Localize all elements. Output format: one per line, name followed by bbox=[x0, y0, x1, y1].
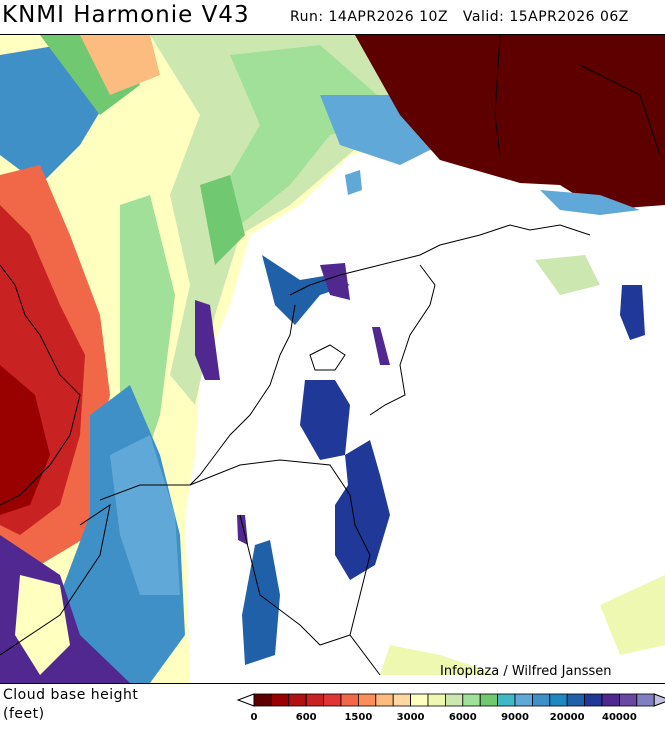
colorbar-tick-label: 6000 bbox=[449, 712, 477, 723]
cloud-purple-north bbox=[320, 263, 350, 300]
colorbar-swatch bbox=[358, 693, 377, 707]
colorbar-tick-label: 20000 bbox=[550, 712, 585, 723]
run-time: Run: 14APR2026 10Z bbox=[290, 9, 449, 25]
colorbar-swatch bbox=[636, 693, 655, 707]
colorbar-max-arrow bbox=[653, 693, 665, 707]
cloud-pale-south bbox=[380, 645, 500, 675]
colorbar-swatch bbox=[479, 693, 498, 707]
colorbar-tick-label: 1500 bbox=[344, 712, 372, 723]
cloud-blue-northeast bbox=[540, 190, 640, 215]
colorbar-swatch bbox=[375, 693, 394, 707]
colorbar-label: Cloud base height (feet) bbox=[3, 686, 138, 724]
colorbar-swatch bbox=[323, 693, 342, 707]
colorbar-swatch bbox=[462, 693, 481, 707]
colorbar-swatch bbox=[514, 693, 533, 707]
colorbar-swatch bbox=[392, 693, 411, 707]
cloud-lightblue-lower bbox=[110, 435, 180, 595]
colorbar-swatch bbox=[271, 693, 290, 707]
cloud-pale-east bbox=[535, 255, 600, 295]
run-valid-info: Run: 14APR2026 10Z Valid: 15APR2026 06Z bbox=[290, 9, 629, 25]
cloud-blue-ne-patch bbox=[345, 170, 362, 195]
colorbar: 0 600 1500 3000 6000 9000 20000 40000 bbox=[236, 693, 665, 723]
colorbar-swatch bbox=[618, 693, 638, 707]
cloud-pale-se bbox=[600, 575, 665, 655]
colorbar-swatch bbox=[531, 693, 551, 707]
colorbar-label-line2: (feet) bbox=[3, 706, 45, 722]
cloud-base-map: Infoplaza / Wilfred Janssen bbox=[0, 34, 665, 684]
colorbar-tick-label: 40000 bbox=[602, 712, 637, 723]
colorbar-swatch bbox=[427, 693, 446, 707]
colorbar-min-arrow bbox=[236, 693, 255, 707]
chart-title: KNMI Harmonie V43 bbox=[2, 2, 250, 28]
cloud-streak-green2 bbox=[200, 175, 245, 265]
cloud-yellow-lower bbox=[15, 575, 70, 675]
cloud-field-green bbox=[225, 45, 400, 225]
colorbar-swatch bbox=[253, 693, 272, 707]
colorbar-swatch bbox=[444, 693, 464, 707]
cloud-navy-central bbox=[300, 380, 350, 460]
cloud-orange-top bbox=[80, 35, 160, 95]
coastlines bbox=[0, 35, 661, 676]
cloud-navy-north bbox=[262, 255, 350, 325]
colorbar-swatch bbox=[288, 693, 307, 707]
colorbar-swatch bbox=[340, 693, 359, 707]
colorbar-tick-label: 3000 bbox=[397, 712, 425, 723]
cloud-navy-south bbox=[335, 440, 390, 580]
cloud-darkred-northeast bbox=[355, 35, 665, 210]
colorbar-swatch bbox=[549, 693, 568, 707]
colorbar-swatch bbox=[601, 693, 620, 707]
colorbar-tick-label: 0 bbox=[251, 712, 258, 723]
colorbar-swatch bbox=[497, 693, 516, 707]
colorbar-swatch bbox=[410, 693, 429, 707]
cloud-purple-coast bbox=[195, 300, 220, 380]
valid-time: Valid: 15APR2026 06Z bbox=[462, 9, 629, 25]
colorbar-swatch bbox=[584, 693, 603, 707]
cloud-navy-east bbox=[620, 285, 645, 340]
map-credit: Infoplaza / Wilfred Janssen bbox=[440, 664, 612, 679]
colorbar-swatch bbox=[566, 693, 586, 707]
cloud-purple-small bbox=[372, 327, 390, 365]
colorbar-label-line1: Cloud base height bbox=[3, 687, 139, 703]
colorbar-tick-label: 9000 bbox=[501, 712, 529, 723]
cloud-blue-south bbox=[242, 540, 280, 665]
colorbar-swatch bbox=[305, 693, 324, 707]
colorbar-tick-label: 600 bbox=[296, 712, 317, 723]
